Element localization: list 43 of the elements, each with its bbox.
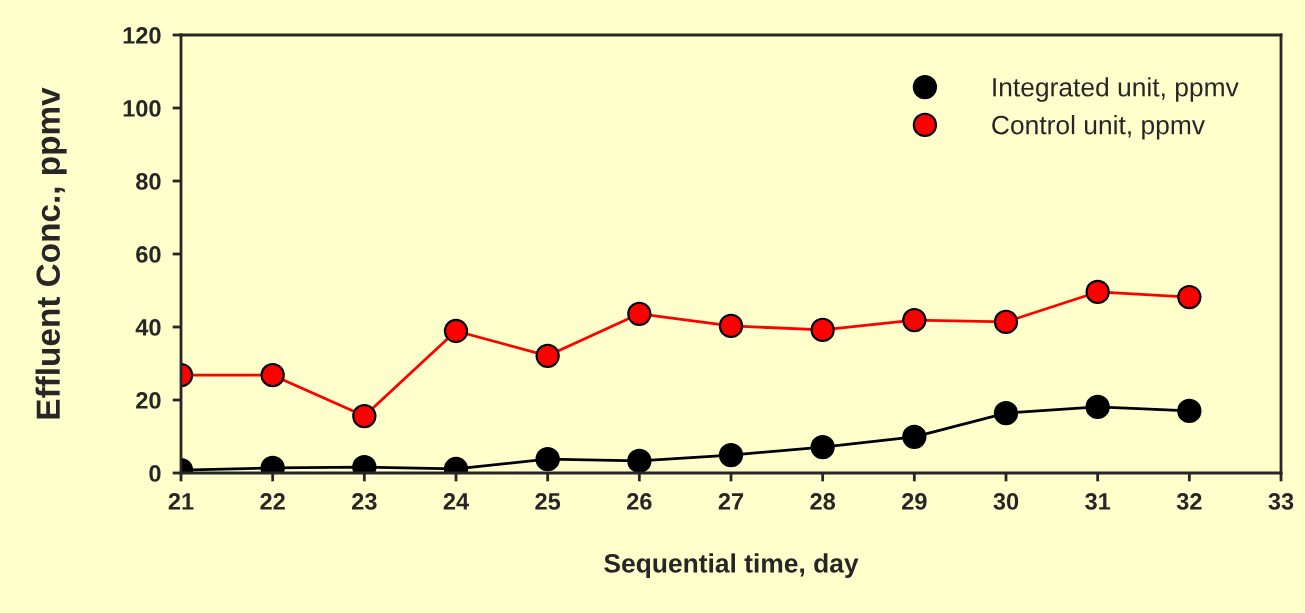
point bbox=[260, 363, 285, 388]
x-tick-label: 26 bbox=[627, 493, 652, 510]
y-tick-label: 20 bbox=[136, 392, 161, 409]
point bbox=[810, 317, 835, 343]
x-tick-label: 29 bbox=[902, 493, 927, 510]
point bbox=[627, 301, 652, 327]
point bbox=[902, 424, 927, 450]
y-tick-label: 60 bbox=[136, 246, 161, 263]
point bbox=[993, 400, 1019, 426]
x-tick-label: 33 bbox=[1268, 493, 1294, 510]
x-tick-label: 22 bbox=[260, 493, 285, 510]
x-tick-label: 21 bbox=[168, 493, 194, 510]
x-tick-label: 32 bbox=[1176, 493, 1202, 510]
point bbox=[1085, 394, 1110, 420]
y-tick-label: 80 bbox=[136, 173, 161, 190]
y-tick-label: 120 bbox=[123, 27, 161, 44]
point bbox=[718, 442, 744, 468]
point bbox=[902, 307, 927, 333]
x-tick-label: 23 bbox=[352, 493, 377, 510]
point bbox=[352, 403, 377, 429]
x-axis-title: Sequential time, day bbox=[604, 553, 859, 578]
point bbox=[993, 309, 1019, 335]
legend-label: Control unit, ppmv bbox=[992, 115, 1205, 140]
y-tick-label: 40 bbox=[135, 319, 161, 336]
x-tick-label: 31 bbox=[1085, 493, 1111, 510]
y-axis-title: Effluent Conc., ppmv bbox=[35, 87, 67, 419]
y-tick-label: 0 bbox=[149, 465, 161, 482]
point bbox=[443, 318, 469, 344]
legend-label: Integrated unit, ppmv bbox=[993, 77, 1239, 102]
point bbox=[535, 343, 560, 368]
y-tick-label: 100 bbox=[123, 100, 161, 117]
point bbox=[627, 448, 652, 473]
point bbox=[1177, 398, 1202, 424]
x-tick-label: 25 bbox=[535, 493, 561, 510]
point bbox=[718, 313, 744, 339]
point bbox=[535, 446, 560, 472]
x-tick-label: 27 bbox=[718, 493, 744, 510]
x-tick-label: 24 bbox=[443, 493, 470, 510]
point bbox=[810, 434, 835, 460]
x-tick-label: 30 bbox=[993, 493, 1019, 510]
point bbox=[1085, 279, 1110, 305]
point bbox=[1177, 284, 1202, 310]
x-tick-label: 28 bbox=[810, 493, 836, 510]
